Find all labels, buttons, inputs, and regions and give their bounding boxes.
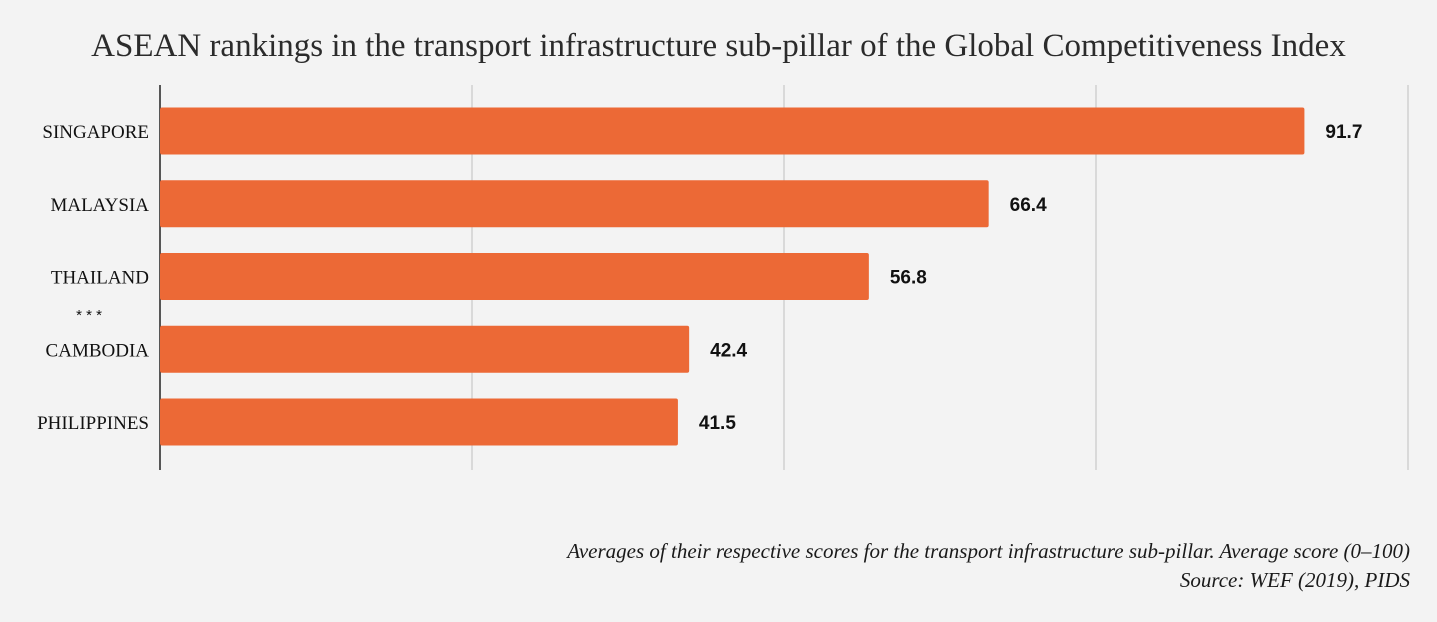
separator-asterisks: * * *: [76, 307, 102, 324]
value-label-thailand: 56.8: [890, 268, 927, 289]
chart-title: ASEAN rankings in the transport infrastr…: [91, 28, 1346, 64]
category-label-malaysia: MALAYSIA: [50, 195, 149, 216]
category-label-singapore: SINGAPORE: [42, 122, 149, 143]
category-label-philippines: PHILIPPINES: [37, 413, 149, 434]
bar-singapore: [160, 107, 1305, 155]
bar-malaysia: [160, 180, 989, 228]
value-label-cambodia: 42.4: [710, 340, 747, 361]
bar-cambodia: [160, 325, 690, 373]
bar-philippines: [160, 398, 678, 446]
footnote-description: Averages of their respective scores for …: [567, 539, 1410, 563]
category-label-cambodia: CAMBODIA: [46, 340, 150, 361]
value-label-philippines: 41.5: [699, 413, 736, 434]
value-label-singapore: 91.7: [1325, 122, 1362, 143]
category-label-thailand: THAILAND: [51, 268, 149, 289]
bar-thailand: [160, 253, 869, 300]
value-label-malaysia: 66.4: [1010, 195, 1047, 216]
footnote-source: Source: WEF (2019), PIDS: [1179, 568, 1410, 592]
